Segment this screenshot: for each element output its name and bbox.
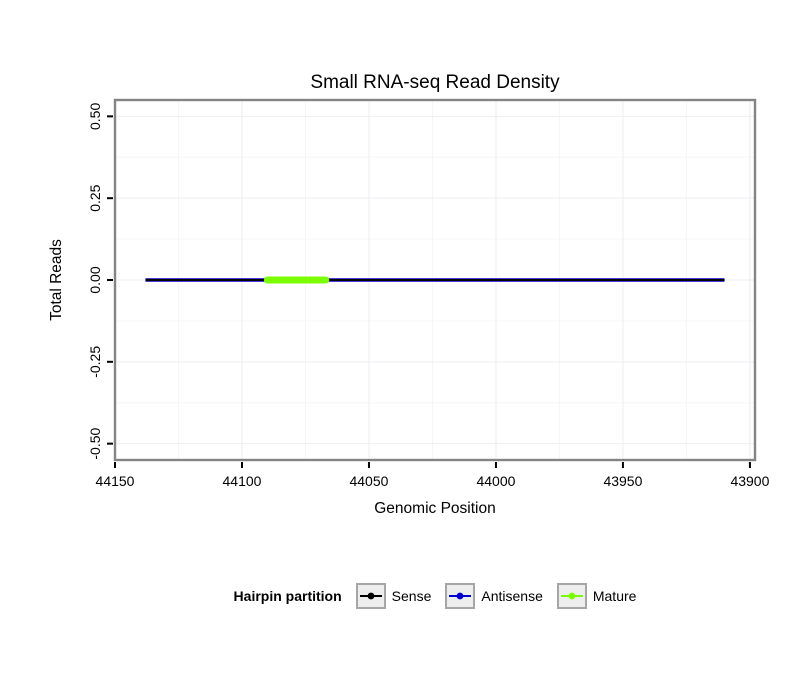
- y-axis-title: Total Reads: [48, 239, 65, 321]
- legend-key-antisense: [445, 583, 476, 609]
- x-tick-label: 43950: [603, 473, 642, 489]
- y-tick-label: 0.50: [87, 103, 103, 130]
- y-tick-label: 0.25: [87, 184, 103, 211]
- x-tick-label: 43900: [730, 473, 769, 489]
- y-tick-label: 0.00: [87, 266, 103, 293]
- legend-key-sense: [355, 583, 386, 609]
- antisense-point-glyph: [456, 592, 464, 600]
- legend-label-sense: Sense: [391, 588, 432, 604]
- legend-label-mature: Mature: [592, 588, 637, 604]
- sense-line-point-icon: [359, 592, 382, 600]
- legend-key-mature: [556, 583, 587, 609]
- legend: Hairpin partition Sense Antisense: [115, 580, 755, 612]
- x-axis-title: Genomic Position: [374, 500, 496, 517]
- mature-line-point-icon: [560, 592, 583, 600]
- sense-point-glyph: [367, 592, 375, 600]
- plot-area: 44150 44100 44050 44000 43950 43900 0.50 0.25 0.…: [87, 98, 770, 489]
- legend-entry-antisense: Antisense: [445, 583, 543, 609]
- legend-title: Hairpin partition: [233, 588, 342, 604]
- antisense-line-point-icon: [449, 592, 472, 600]
- y-tick-label: -0.50: [87, 427, 103, 459]
- panel-border: [113, 98, 757, 462]
- x-tick-label: 44150: [96, 473, 135, 489]
- legend-entry-mature: Mature: [556, 583, 637, 609]
- chart-title: Small RNA-seq Read Density: [310, 72, 560, 93]
- mature-point-glyph: [568, 592, 576, 600]
- legend-entry-sense: Sense: [355, 583, 432, 609]
- x-tick-label: 44100: [223, 473, 262, 489]
- y-tick-label: -0.25: [87, 346, 103, 378]
- x-tick-label: 44050: [349, 473, 388, 489]
- x-tick-label: 44000: [476, 473, 515, 489]
- legend-label-antisense: Antisense: [481, 588, 543, 604]
